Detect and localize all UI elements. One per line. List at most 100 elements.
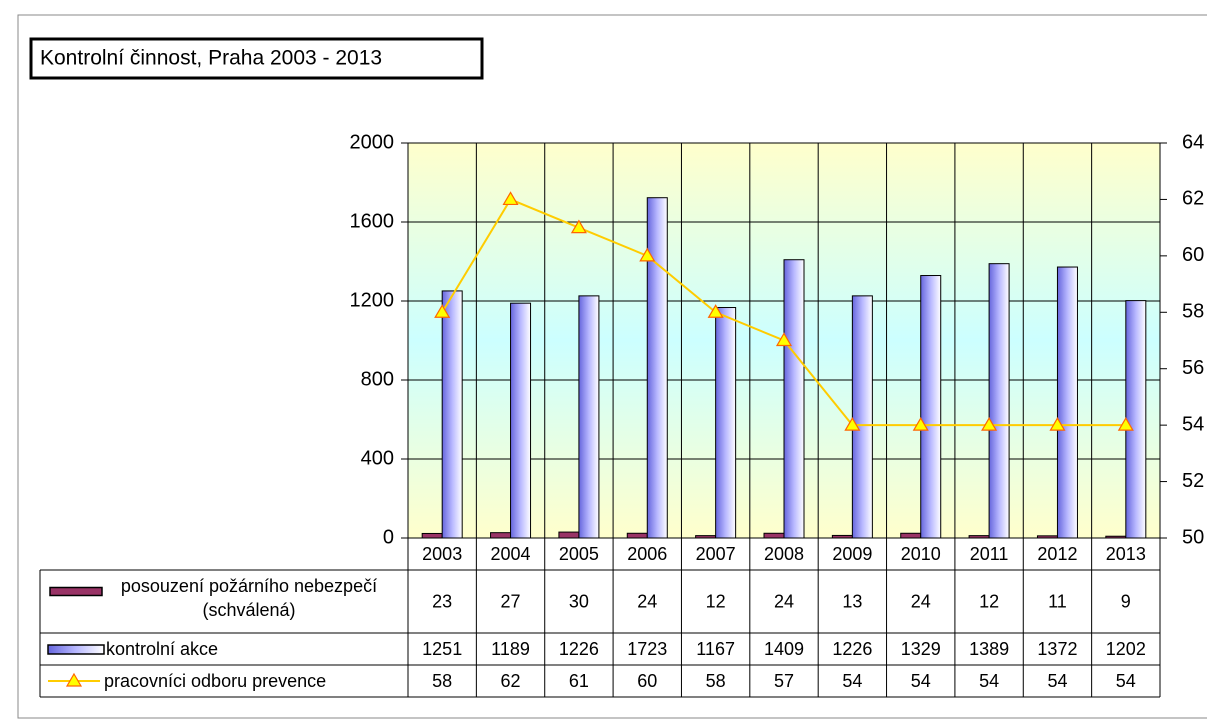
table-value: 60	[637, 671, 657, 691]
line-marker	[570, 219, 587, 234]
table-value: 23	[432, 591, 452, 611]
table-value: 54	[1047, 671, 1067, 691]
x-tick-label: 2013	[1106, 544, 1146, 564]
bar	[968, 535, 990, 539]
bar	[763, 532, 785, 539]
y-tick-label: 1600	[350, 210, 395, 232]
y-tick-label: 800	[361, 368, 394, 390]
table-value: 61	[569, 671, 589, 691]
table-value: 24	[774, 591, 794, 611]
y2-tick-label: 52	[1182, 470, 1204, 492]
table-value: 1372	[1037, 639, 1077, 659]
line-marker	[1117, 416, 1134, 431]
bar	[1105, 535, 1127, 539]
bar	[490, 532, 512, 539]
table-value: 1167	[696, 639, 735, 659]
table-value: 54	[1116, 671, 1136, 691]
table-value: 13	[842, 591, 862, 611]
legend-key	[65, 672, 83, 687]
y-tick-label: 0	[383, 526, 394, 548]
legend-key	[47, 644, 105, 655]
bar	[578, 295, 600, 539]
line-marker	[844, 416, 861, 431]
table-value: 11	[1048, 591, 1067, 611]
bar	[988, 263, 1010, 539]
bar	[558, 531, 580, 539]
y2-tick-label: 62	[1182, 188, 1204, 210]
bar	[1125, 300, 1147, 539]
bar	[510, 302, 532, 539]
legend-label: posouzení požárního nebezpečí (schválená…	[120, 576, 378, 620]
table-value: 30	[569, 591, 589, 611]
x-tick-label: 2010	[901, 544, 941, 564]
chart-title: Kontrolní činnost, Praha 2003 - 2013	[40, 47, 382, 70]
table-value: 58	[432, 671, 452, 691]
bar	[626, 532, 648, 539]
table-value: 57	[774, 671, 794, 691]
table-value: 62	[501, 671, 521, 691]
y2-tick-label: 54	[1182, 413, 1204, 435]
x-tick-label: 2007	[696, 544, 736, 564]
y2-tick-label: 58	[1182, 301, 1204, 323]
x-tick-label: 2006	[627, 544, 667, 564]
table-value: 1389	[969, 639, 1009, 659]
table-value: 54	[979, 671, 999, 691]
line-marker	[981, 416, 998, 431]
table-value: 27	[501, 591, 521, 611]
table-value: 54	[911, 671, 931, 691]
line-marker	[434, 304, 451, 318]
bar	[421, 532, 443, 539]
table-value: 12	[979, 591, 999, 611]
y-tick-label: 2000	[350, 131, 395, 153]
x-tick-label: 2011	[970, 544, 1009, 564]
bar	[1036, 535, 1058, 539]
legend-label-box: posouzení požárního nebezpečí (schválená…	[120, 576, 378, 620]
y-tick-label: 1200	[350, 289, 395, 311]
legend-label: pracovníci odboru prevence	[104, 671, 326, 691]
legend-label: kontrolní akce	[106, 639, 218, 659]
table-value: 58	[706, 671, 726, 691]
line-marker	[1049, 416, 1066, 431]
title-box	[29, 37, 484, 80]
table-value: 24	[911, 591, 931, 611]
x-tick-label: 2005	[559, 544, 599, 564]
y2-tick-label: 56	[1182, 357, 1204, 379]
table-value: 1329	[901, 639, 941, 659]
x-tick-label: 2003	[422, 544, 462, 564]
x-tick-label: 2009	[832, 544, 872, 564]
x-tick-label: 2008	[764, 544, 804, 564]
line-marker	[639, 247, 656, 262]
table-value: 1251	[422, 639, 462, 659]
table-value: 24	[637, 591, 657, 611]
x-tick-label: 2012	[1037, 544, 1077, 564]
table-value: 1202	[1106, 639, 1146, 659]
bar	[920, 275, 942, 539]
bar	[1056, 266, 1078, 539]
bar	[783, 259, 805, 539]
table-value: 1189	[491, 639, 530, 659]
y-tick-label: 400	[361, 447, 394, 469]
legend-key	[49, 586, 103, 597]
table-value: 1723	[627, 639, 667, 659]
table-value: 9	[1121, 591, 1131, 611]
line-marker	[502, 191, 519, 206]
bar	[646, 197, 668, 539]
table-value: 1226	[559, 639, 599, 659]
bar	[715, 307, 737, 539]
bar	[441, 290, 463, 539]
table-value: 1409	[764, 639, 804, 659]
y2-tick-label: 64	[1182, 131, 1204, 153]
x-tick-label: 2004	[491, 544, 531, 564]
line-marker	[775, 332, 793, 347]
bar	[695, 535, 717, 539]
table-value: 12	[706, 591, 726, 611]
bar	[831, 534, 853, 539]
bar	[851, 295, 873, 539]
y2-tick-label: 50	[1182, 526, 1204, 548]
line-marker	[707, 304, 724, 318]
line-marker	[912, 416, 929, 431]
bar	[900, 532, 922, 539]
table-value: 1226	[832, 639, 872, 659]
table-value: 54	[842, 671, 862, 691]
